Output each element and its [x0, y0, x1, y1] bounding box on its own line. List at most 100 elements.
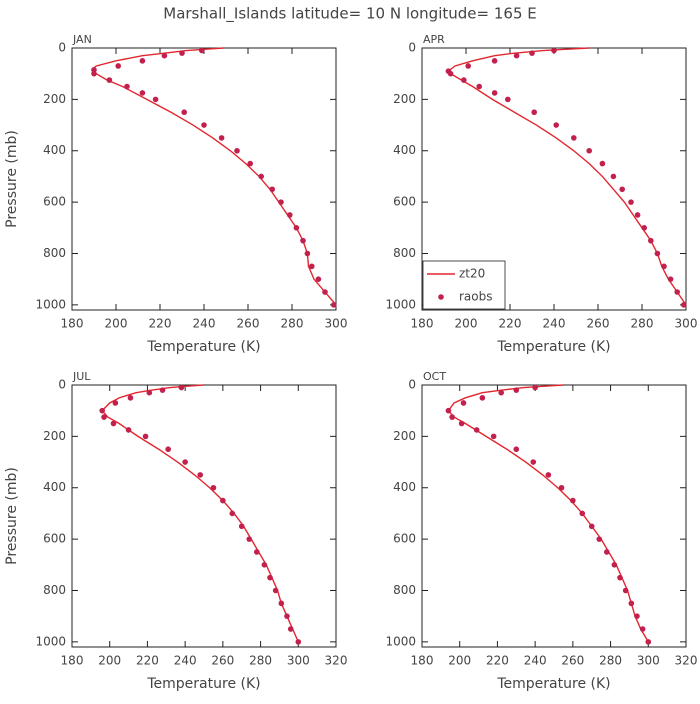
obs-point — [498, 389, 505, 396]
obs-point — [634, 212, 641, 218]
x-tick-label: 280 — [599, 654, 622, 668]
obs-point — [461, 77, 467, 83]
y-tick-label: 800 — [393, 246, 416, 260]
x-tick-label: 240 — [174, 654, 197, 668]
obs-point — [91, 67, 97, 73]
obs-point — [532, 384, 538, 391]
obs-point — [674, 289, 680, 295]
obs-point — [460, 400, 467, 406]
x-tick-label: 300 — [637, 654, 660, 668]
x-tick-label: 300 — [325, 317, 348, 331]
panel-label: JUL — [72, 370, 91, 383]
y-tick-label: 800 — [43, 246, 66, 260]
obs-point — [531, 109, 537, 116]
obs-point — [295, 639, 302, 645]
obs-point — [304, 250, 311, 257]
obs-point — [165, 446, 171, 453]
obs-point — [247, 160, 253, 167]
obs-point — [112, 400, 119, 406]
obs-point — [447, 70, 454, 77]
x-tick-label: 240 — [193, 317, 216, 331]
chart-title: Marshall_Islands latitude= 10 N longitud… — [163, 5, 536, 24]
obs-point — [628, 600, 635, 607]
obs-point — [293, 225, 300, 231]
obs-point — [322, 289, 328, 295]
obs-point — [218, 135, 225, 141]
obs-point — [530, 459, 537, 465]
obs-point — [639, 626, 646, 632]
obs-point — [648, 237, 654, 244]
obs-point — [115, 63, 121, 69]
y-tick-label: 600 — [43, 195, 66, 209]
obs-point — [617, 574, 623, 581]
profile-line — [447, 47, 687, 306]
obs-point — [258, 173, 265, 180]
obs-point — [570, 497, 576, 504]
obs-point — [513, 446, 520, 453]
obs-point — [473, 427, 480, 433]
obs-point — [300, 237, 306, 244]
panel-label: OCT — [423, 370, 446, 383]
obs-point — [261, 562, 268, 568]
x-axis-label: Temperature (K) — [496, 676, 610, 692]
obs-point — [220, 497, 226, 504]
x-tick-label: 260 — [561, 654, 584, 668]
y-tick-label: 200 — [43, 429, 66, 443]
x-tick-label: 280 — [249, 654, 272, 668]
obs-point — [315, 276, 322, 282]
obs-point — [272, 587, 279, 594]
obs-point — [99, 407, 105, 414]
obs-point — [309, 263, 315, 270]
y-tick-label: 1000 — [35, 297, 66, 311]
x-tick-label: 300 — [287, 654, 310, 668]
x-tick-label: 220 — [149, 317, 172, 331]
x-tick-label: 200 — [455, 317, 478, 331]
legend-label: zt20 — [459, 267, 485, 281]
obs-point — [127, 395, 134, 401]
y-tick-label: 400 — [393, 480, 416, 494]
panel-label: APR — [423, 33, 445, 46]
x-tick-label: 220 — [136, 654, 159, 668]
obs-point — [551, 47, 557, 54]
obs-point — [287, 626, 294, 632]
obs-point — [571, 135, 577, 141]
plot-frame — [71, 47, 337, 311]
x-tick-label: 200 — [98, 654, 121, 668]
obs-point — [142, 433, 149, 440]
y-tick-label: 800 — [43, 583, 66, 597]
obs-point — [622, 587, 629, 594]
x-axis-label: Temperature (K) — [496, 339, 610, 355]
obs-point — [139, 58, 146, 64]
obs-point — [199, 47, 205, 54]
obs-point — [619, 186, 625, 193]
obs-point — [579, 510, 586, 517]
obs-point — [278, 199, 284, 205]
x-tick-label: 300 — [675, 317, 698, 331]
obs-point — [654, 250, 661, 257]
y-tick-label: 600 — [393, 195, 416, 209]
x-tick-label: 280 — [281, 317, 304, 331]
obs-point — [267, 574, 273, 581]
obs-point — [588, 523, 595, 530]
obs-point — [110, 420, 117, 427]
y-tick-label: 600 — [393, 532, 416, 546]
obs-point — [210, 484, 217, 491]
y-axis-label: Pressure (mb) — [4, 130, 20, 228]
x-tick-label: 280 — [631, 317, 654, 331]
y-tick-label: 800 — [393, 583, 416, 597]
x-tick-label: 220 — [499, 317, 522, 331]
y-axis-label: Pressure (mb) — [4, 467, 20, 565]
obs-point — [124, 83, 130, 90]
obs-point — [610, 173, 617, 180]
x-tick-label: 200 — [105, 317, 128, 331]
obs-point — [161, 52, 168, 59]
x-tick-label: 180 — [411, 654, 434, 668]
obs-point — [246, 536, 253, 542]
obs-point — [545, 472, 552, 478]
y-tick-label: 200 — [43, 92, 66, 106]
obs-point — [449, 414, 455, 420]
x-tick-label: 180 — [411, 317, 434, 331]
y-tick-label: 200 — [393, 92, 416, 106]
x-tick-label: 320 — [325, 654, 348, 668]
obs-point — [201, 122, 207, 128]
